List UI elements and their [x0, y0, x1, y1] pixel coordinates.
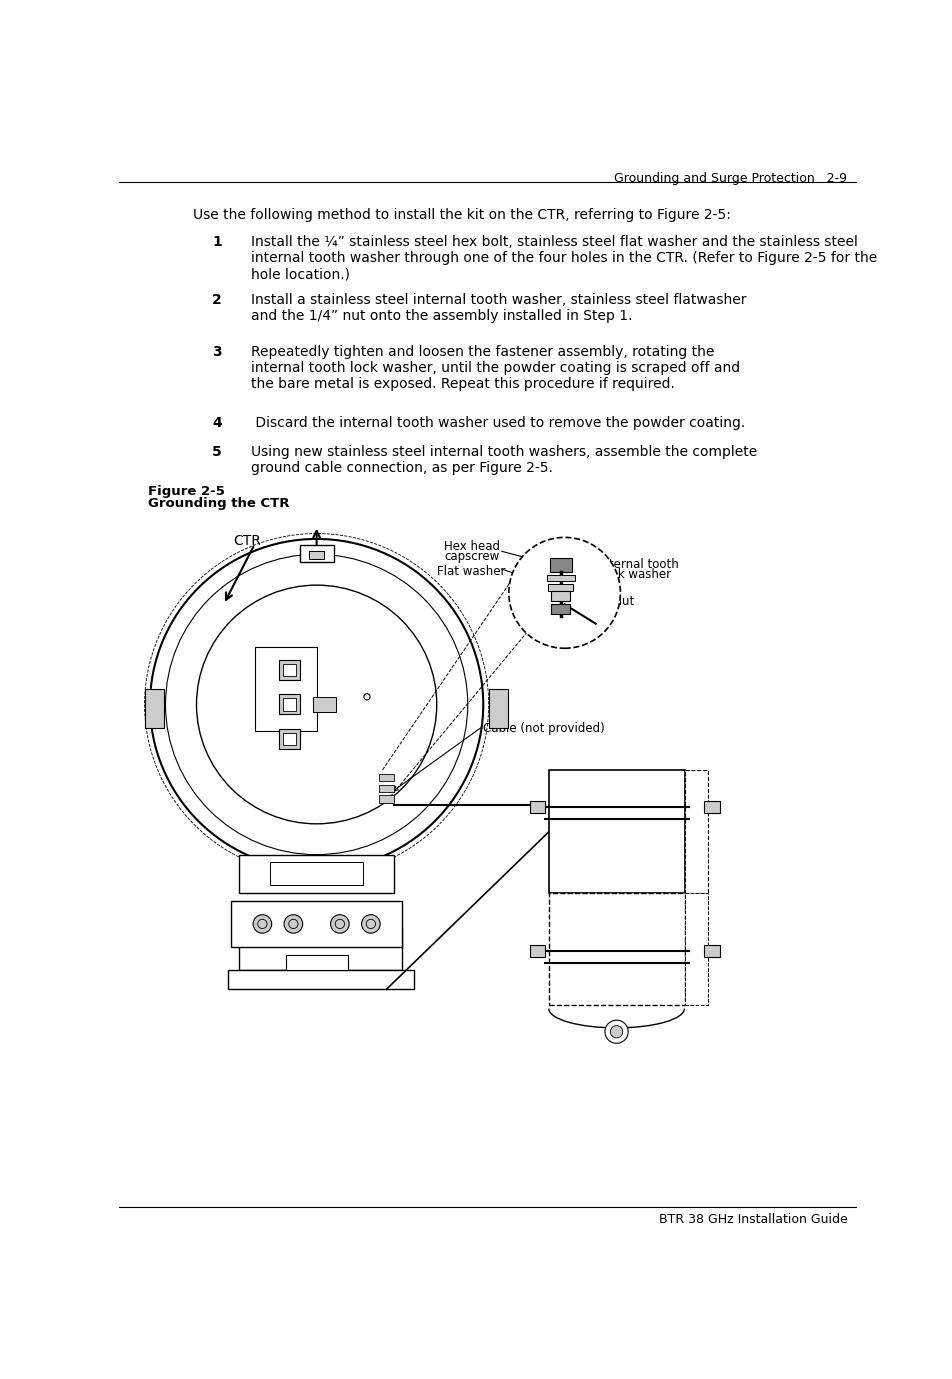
Text: 5: 5	[212, 445, 222, 459]
Bar	[300, 545, 333, 563]
Text: Install a stainless steel internal tooth washer, stainless steel flatwasher
and : Install a stainless steel internal tooth…	[250, 292, 746, 323]
Bar	[488, 690, 508, 728]
Bar	[684, 894, 708, 1005]
Text: Use the following method to install the kit on the CTR, referring to Figure 2-5:: Use the following method to install the …	[192, 208, 730, 222]
Bar	[286, 954, 347, 971]
Bar	[228, 971, 413, 989]
Bar	[231, 900, 402, 947]
Circle shape	[362, 914, 380, 934]
Bar	[239, 928, 402, 971]
Text: Repeatedly tighten and loosen the fastener assembly, rotating the
internal tooth: Repeatedly tighten and loosen the fasten…	[250, 345, 740, 392]
Bar	[551, 592, 570, 600]
Text: BTR 38 GHz Installation Guide: BTR 38 GHz Installation Guide	[659, 1212, 847, 1226]
Text: 3: 3	[212, 345, 222, 359]
Text: Flat washer: Flat washer	[437, 565, 506, 578]
Text: Grounding the CTR: Grounding the CTR	[149, 496, 290, 510]
Text: Hex nut: Hex nut	[588, 596, 634, 608]
Bar	[529, 801, 545, 814]
Text: Install the ¼” stainless steel hex bolt, stainless steel flat washer and the sta: Install the ¼” stainless steel hex bolt,…	[250, 234, 877, 281]
Bar	[145, 690, 164, 728]
Text: 1: 1	[212, 234, 222, 248]
Bar	[704, 801, 720, 814]
Bar	[684, 769, 708, 894]
Text: Figure 2-5: Figure 2-5	[149, 485, 226, 498]
Circle shape	[508, 538, 621, 648]
Text: capscrew: capscrew	[445, 550, 500, 564]
Text: Cable (not provided): Cable (not provided)	[484, 723, 605, 735]
Bar	[254, 647, 317, 731]
Text: Discard the internal tooth washer used to remove the powder coating.: Discard the internal tooth washer used t…	[250, 415, 745, 430]
Bar	[284, 663, 296, 676]
Text: Using new stainless steel internal tooth washers, assemble the complete
ground c: Using new stainless steel internal tooth…	[250, 445, 757, 476]
Circle shape	[364, 694, 370, 701]
Bar	[308, 552, 325, 558]
Bar	[280, 729, 300, 749]
Bar	[284, 698, 296, 710]
Bar	[313, 696, 336, 712]
Bar	[270, 862, 363, 885]
Bar	[546, 575, 575, 582]
Circle shape	[330, 914, 349, 934]
Bar	[379, 774, 394, 782]
Bar	[284, 734, 296, 745]
Bar	[549, 769, 684, 894]
Bar	[379, 785, 394, 793]
Circle shape	[284, 914, 303, 934]
Bar	[548, 585, 573, 590]
Text: 2: 2	[212, 292, 222, 306]
Bar	[280, 659, 300, 680]
Text: Hex head: Hex head	[445, 541, 501, 553]
Bar	[280, 695, 300, 714]
Bar	[550, 558, 571, 572]
Text: CTR: CTR	[233, 534, 262, 547]
Bar	[239, 855, 394, 894]
Text: Lock washer: Lock washer	[598, 568, 671, 581]
Bar	[529, 945, 545, 957]
Text: 4: 4	[212, 415, 222, 430]
Bar	[379, 796, 394, 803]
Bar	[549, 894, 684, 1005]
Circle shape	[253, 914, 271, 934]
Text: Internal tooth: Internal tooth	[598, 558, 679, 571]
Circle shape	[610, 1026, 623, 1038]
Bar	[551, 604, 570, 614]
Bar	[704, 945, 720, 957]
Circle shape	[605, 1020, 628, 1044]
Text: Grounding and Surge Protection   2-9: Grounding and Surge Protection 2-9	[614, 171, 847, 185]
